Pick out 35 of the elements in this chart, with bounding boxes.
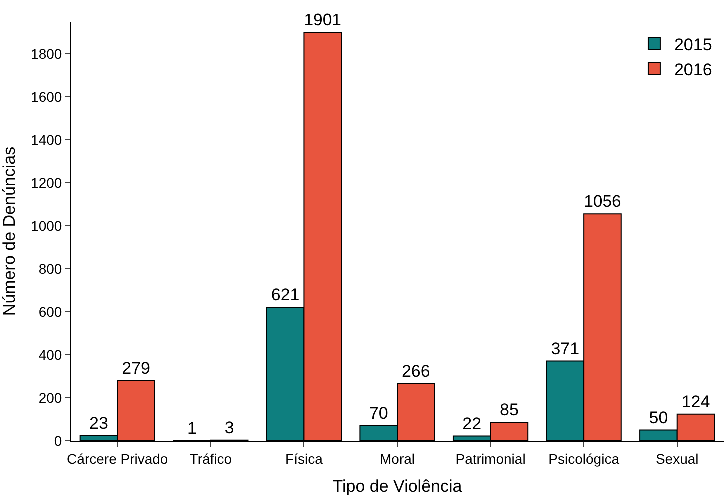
legend-label: 2016 [674,60,712,80]
data-label: 1056 [584,192,622,212]
x-tick-label: Moral [380,450,416,467]
data-label: 70 [369,404,388,423]
x-axis-title: Tipo de Violência [332,477,463,496]
y-tick-label: 1400 [31,132,62,148]
data-label: 371 [551,339,580,358]
data-label: 85 [500,400,519,420]
data-label: 3 [224,418,234,438]
data-label: 279 [122,359,150,378]
x-tick-label: Sexual [656,450,699,467]
data-label: 1901 [304,10,342,30]
y-tick-label: 600 [38,304,62,320]
x-tick-label: Psicológica [548,450,620,467]
y-tick-label: 1600 [31,89,62,106]
data-label: 621 [271,286,300,305]
data-label: 22 [462,414,482,434]
data-label: 266 [402,362,430,381]
y-tick-label: 400 [38,346,62,363]
data-label: 23 [90,414,108,434]
data-label: 1 [188,418,198,438]
data-label: 124 [682,392,710,412]
y-tick-label: 0 [54,432,62,449]
x-tick-label: Cárcere Privado [67,450,168,467]
y-tick-label: 200 [38,390,62,406]
y-tick-label: 1800 [31,46,62,62]
data-label: 50 [649,408,668,428]
x-tick-label: Física [286,450,324,467]
y-tick-label: 800 [38,261,62,277]
y-axis-title: Número de Denúncias [0,146,19,316]
x-tick-label: Patrimonial [456,450,526,467]
legend-label: 2015 [674,35,712,54]
y-tick-label: 1000 [31,218,62,234]
y-tick-label: 1200 [31,175,62,192]
x-tick-label: Tráfico [190,450,232,467]
